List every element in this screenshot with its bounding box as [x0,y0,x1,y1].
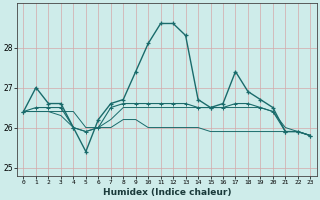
X-axis label: Humidex (Indice chaleur): Humidex (Indice chaleur) [103,188,231,197]
